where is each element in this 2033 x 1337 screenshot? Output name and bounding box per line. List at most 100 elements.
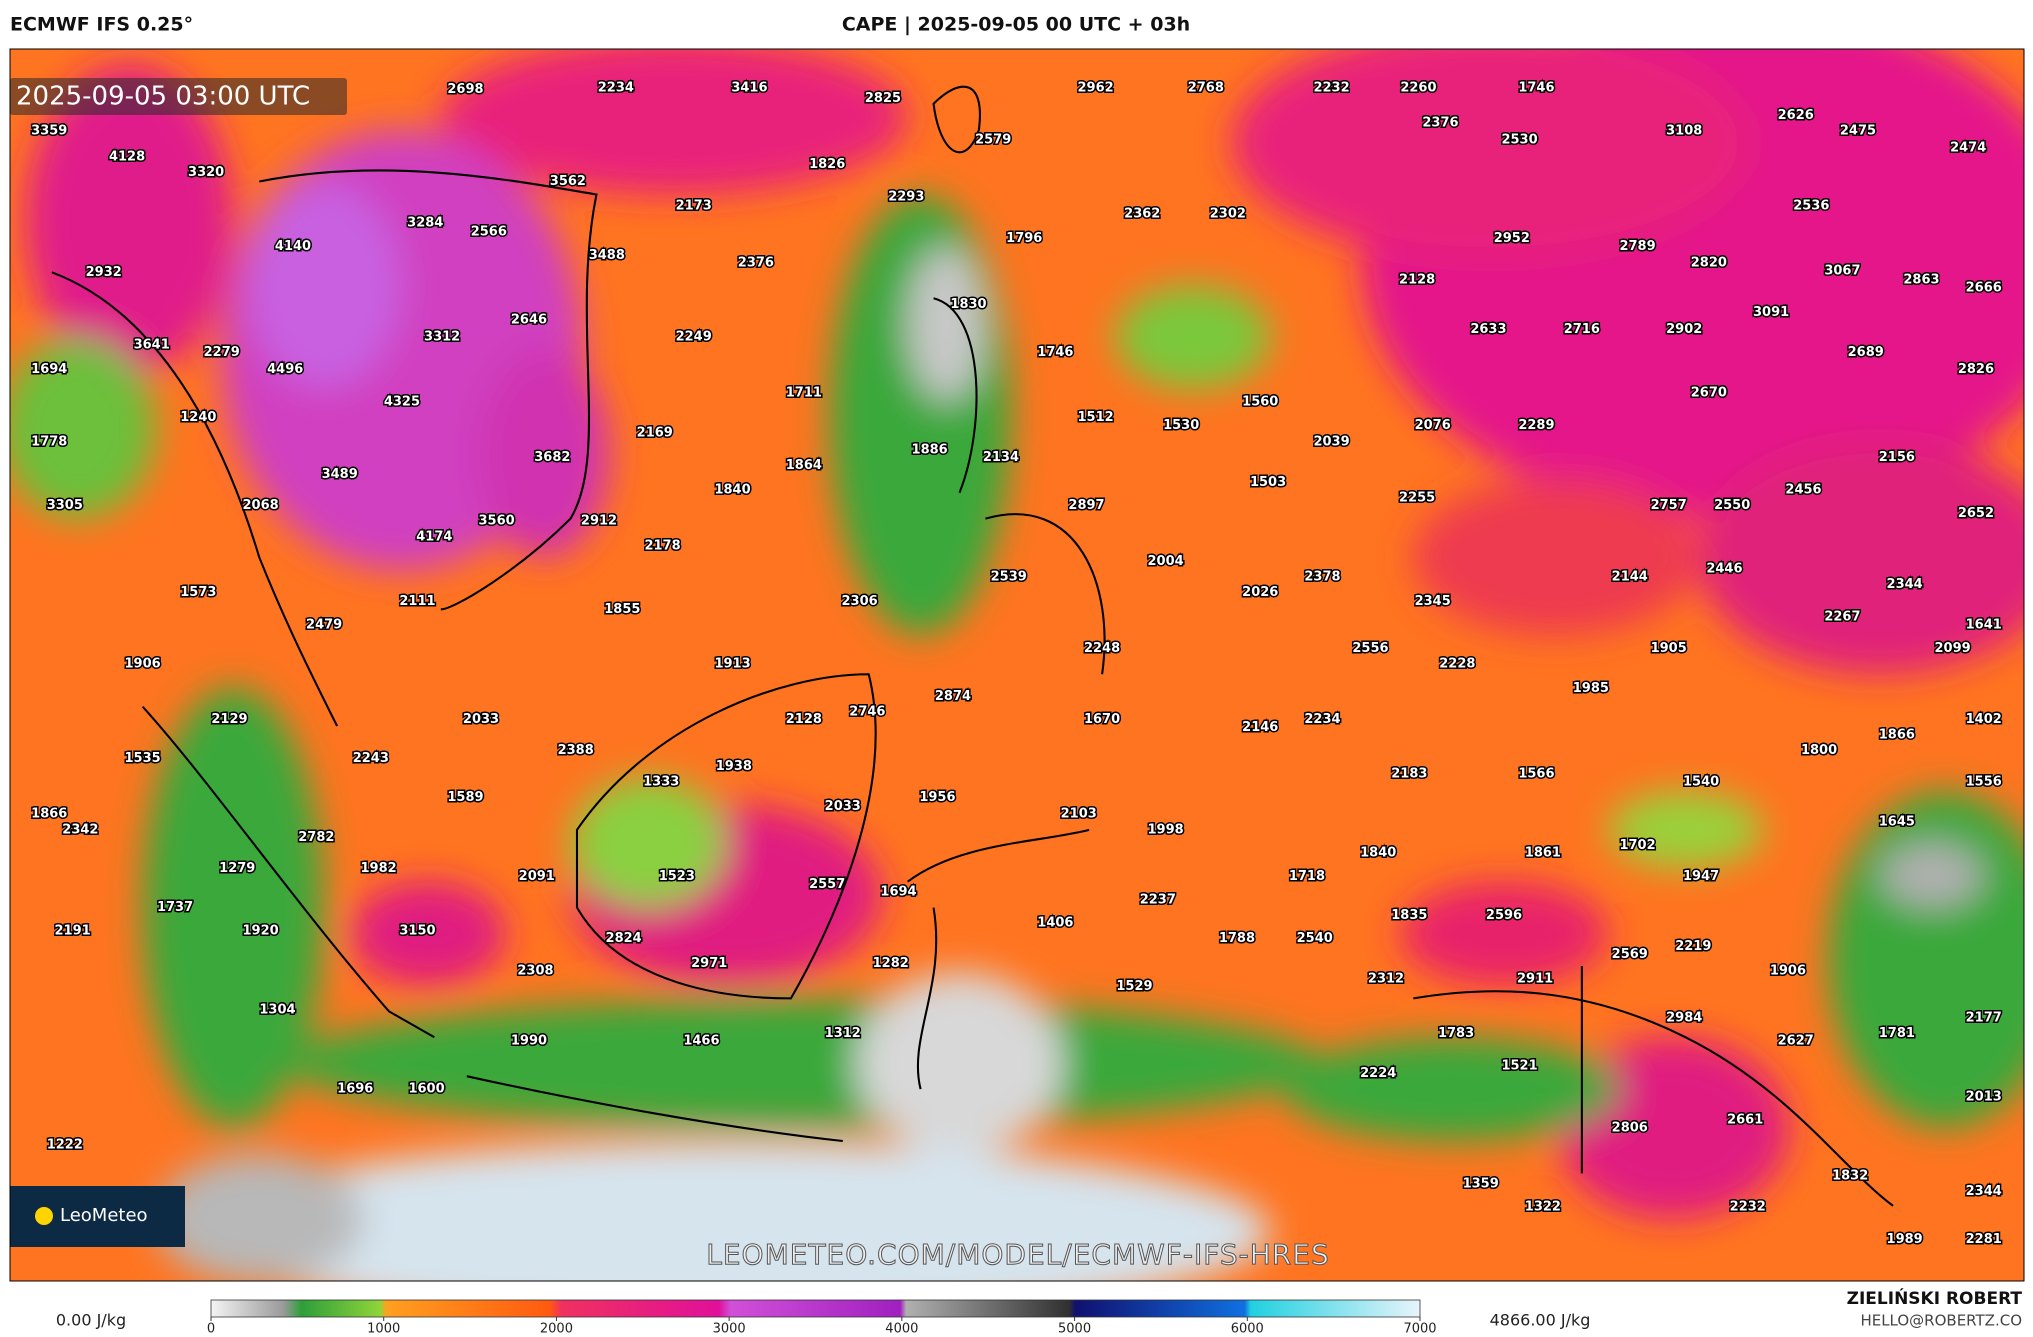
point-value: 2698 (447, 82, 483, 97)
point-value: 2566 (471, 225, 507, 240)
point-value: 1694 (880, 885, 916, 900)
point-value: 2169 (637, 426, 673, 441)
point-value: 2666 (1966, 280, 2002, 295)
point-value: 1913 (714, 656, 750, 671)
point-value: 1800 (1801, 743, 1837, 758)
point-value: 2183 (1391, 767, 1427, 782)
point-value: 1560 (1242, 394, 1278, 409)
point-value: 1778 (31, 435, 67, 450)
point-value: 2033 (463, 712, 499, 727)
point-value: 3312 (424, 330, 460, 345)
colorbar-tick-label: 5000 (1058, 1322, 1091, 1337)
colorbar (210, 1299, 1421, 1318)
point-value: 2281 (1966, 1232, 2002, 1247)
point-value: 2446 (1706, 562, 1742, 577)
point-value: 1521 (1501, 1058, 1537, 1073)
point-value: 2134 (983, 450, 1019, 465)
point-value: 1503 (1250, 475, 1286, 490)
colorbar-tick-label: 0 (207, 1322, 215, 1337)
point-value: 2540 (1297, 931, 1333, 946)
point-value: 1783 (1438, 1026, 1474, 1041)
point-value: 2911 (1517, 971, 1553, 986)
point-value: 2746 (849, 704, 885, 719)
point-value: 2897 (1068, 498, 1104, 513)
point-value: 1529 (1116, 979, 1152, 994)
point-value: 1956 (919, 790, 955, 805)
point-value: 3284 (407, 216, 443, 231)
valid-time: 2025-09-05 03:00 UTC (16, 82, 310, 112)
point-value: 1641 (1966, 617, 2002, 632)
point-value: 1866 (31, 807, 67, 822)
point-value: 3489 (322, 467, 358, 482)
logo: LeoMeteo (60, 1205, 148, 1226)
point-value: 2302 (1210, 206, 1246, 221)
point-value: 1670 (1084, 712, 1120, 727)
point-value: 2530 (1501, 133, 1537, 148)
point-value: 2173 (676, 199, 712, 214)
point-value: 2128 (1399, 273, 1435, 288)
point-value: 3682 (534, 450, 570, 465)
point-value: 1835 (1391, 908, 1427, 923)
point-value: 1402 (1966, 712, 2002, 727)
point-value: 2539 (991, 569, 1027, 584)
point-value: 1947 (1683, 869, 1719, 884)
point-value: 1788 (1219, 931, 1255, 946)
point-value: 2661 (1727, 1113, 1763, 1128)
point-value: 2782 (298, 830, 334, 845)
point-value: 3560 (478, 514, 514, 529)
point-value: 1938 (716, 759, 752, 774)
point-value: 2144 (1612, 569, 1648, 584)
point-labels: 2698 2234 3416 2825 2962 2768 2232 2260 1746 3359… (30, 79, 2004, 1248)
point-value: 2191 (55, 923, 91, 938)
point-value: 2536 (1793, 199, 1829, 214)
point-value: 3320 (188, 165, 224, 180)
point-value: 2984 (1666, 1010, 1702, 1025)
point-value: 2768 (1188, 81, 1224, 96)
point-value: 1600 (408, 1082, 444, 1097)
point-value: 1535 (125, 751, 161, 766)
point-value: 2344 (1887, 577, 1923, 592)
point-value: 2232 (1730, 1200, 1766, 1215)
point-value: 4140 (275, 239, 311, 254)
point-value: 2267 (1824, 610, 1860, 625)
point-value: 2243 (353, 751, 389, 766)
point-value: 1718 (1289, 869, 1325, 884)
point-value: 2652 (1958, 506, 1994, 521)
point-value: 2932 (86, 265, 122, 280)
point-value: 3150 (399, 923, 435, 938)
point-value: 2293 (888, 190, 924, 205)
point-value: 1304 (259, 1003, 295, 1018)
point-value: 2228 (1439, 656, 1475, 671)
point-value: 2232 (1313, 81, 1349, 96)
point-value: 1886 (912, 442, 948, 457)
point-value: 2825 (865, 91, 901, 106)
point-value: 2479 (306, 617, 342, 632)
point-value: 2128 (786, 712, 822, 727)
point-value: 1861 (1525, 846, 1561, 861)
point-value: 1566 (1518, 767, 1554, 782)
point-value: 1530 (1163, 418, 1199, 433)
model-label: ECMWF IFS 0.25° (10, 14, 193, 36)
point-value: 2557 (809, 877, 845, 892)
point-value: 2550 (1714, 498, 1750, 513)
point-value: 1989 (1887, 1232, 1923, 1247)
point-value: 1796 (1006, 231, 1042, 246)
point-value: 1333 (643, 774, 679, 789)
point-value: 3108 (1666, 123, 1702, 138)
point-value: 4174 (416, 529, 452, 544)
point-value: 1222 (47, 1137, 83, 1152)
point-value: 2596 (1486, 908, 1522, 923)
point-value: 3359 (31, 123, 67, 138)
point-value: 2279 (204, 345, 240, 360)
point-value: 1840 (714, 483, 750, 498)
point-value: 2099 (1935, 641, 1971, 656)
point-value: 2039 (1313, 435, 1349, 450)
watermark: LEOMETEO.COM/MODEL/ECMWF-IFS-HRES (706, 1238, 1329, 1271)
point-value: 2902 (1666, 322, 1702, 337)
point-value: 2249 (676, 330, 712, 345)
point-value: 1312 (825, 1026, 861, 1041)
point-value: 2033 (825, 799, 861, 814)
point-value: 3641 (134, 337, 170, 352)
